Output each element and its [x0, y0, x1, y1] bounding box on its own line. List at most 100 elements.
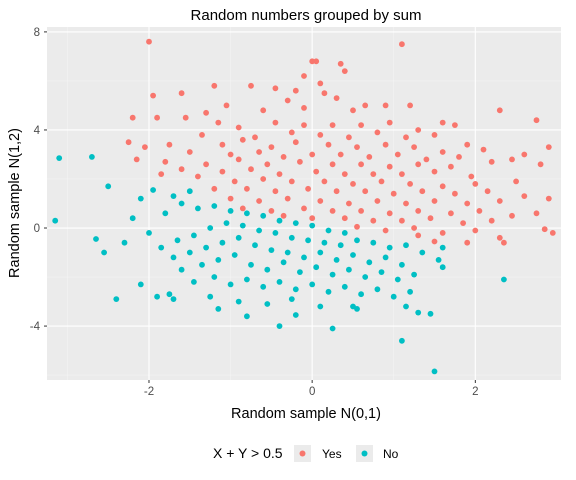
data-point-no [419, 249, 426, 256]
data-point-yes [464, 239, 471, 246]
data-point-yes [317, 80, 324, 87]
data-point-yes [313, 168, 320, 175]
data-point-yes [301, 105, 307, 111]
data-point-yes [439, 149, 446, 155]
data-point-no [207, 225, 214, 231]
data-point-no [211, 203, 218, 209]
data-point-yes [496, 107, 503, 114]
data-point-no [162, 210, 169, 217]
data-point-no [374, 286, 381, 293]
data-point-yes [239, 136, 246, 143]
data-point-yes [464, 200, 471, 207]
data-point-yes [509, 212, 515, 219]
data-point-yes [333, 95, 340, 101]
data-point-yes [541, 226, 548, 233]
data-point-no [170, 254, 177, 261]
data-point-yes [301, 122, 307, 128]
data-point-yes [407, 102, 413, 109]
data-point-no [350, 252, 356, 258]
data-point-no [191, 232, 197, 239]
data-point-no [403, 303, 409, 310]
data-point-yes [272, 85, 279, 92]
data-point-yes [268, 208, 275, 214]
x-tick-label: 2 [472, 386, 478, 398]
data-point-no [439, 264, 446, 271]
data-point-yes [390, 190, 397, 197]
data-point-no [244, 276, 250, 283]
data-point-yes [256, 149, 262, 155]
data-point-yes [370, 171, 377, 178]
data-point-no [309, 222, 316, 229]
y-tick-label: 0 [34, 223, 40, 235]
data-point-no [333, 257, 340, 263]
data-point-yes [545, 144, 552, 151]
data-point-yes [182, 114, 189, 121]
data-point-yes [488, 217, 495, 224]
data-point-yes [358, 161, 364, 168]
data-point-no [288, 234, 295, 241]
data-point-yes [382, 227, 389, 234]
data-point-yes [260, 176, 267, 182]
data-point-yes [248, 166, 254, 173]
data-point-yes [309, 58, 316, 65]
data-point-yes [252, 134, 258, 141]
data-point-yes [195, 173, 201, 180]
data-point-no [129, 215, 136, 222]
data-point-no [203, 244, 210, 251]
data-point-no [366, 259, 373, 266]
data-point-yes [431, 198, 438, 204]
data-point-no [292, 312, 299, 318]
major-gridlines [47, 27, 561, 380]
data-point-no [337, 242, 344, 249]
data-point-yes [301, 73, 307, 79]
minor-gridlines [47, 27, 561, 380]
data-point-yes [456, 154, 462, 160]
data-point-yes [162, 158, 169, 165]
data-point-yes [231, 178, 238, 185]
data-point-no [146, 230, 152, 236]
data-point-yes [329, 161, 336, 168]
data-point-yes [378, 178, 385, 185]
data-point-no [411, 271, 417, 278]
data-point-no [264, 301, 271, 307]
data-point-yes [545, 195, 552, 202]
data-point-no [178, 200, 185, 207]
data-point-no [317, 303, 324, 310]
data-point-no [346, 266, 352, 273]
data-point-yes [301, 205, 307, 212]
data-point-yes [341, 68, 348, 74]
data-point-yes [501, 239, 507, 246]
data-point-no [297, 269, 303, 275]
data-point-no [370, 239, 377, 246]
data-point-yes [374, 129, 381, 136]
data-point-no [378, 269, 385, 275]
data-point-yes [276, 171, 283, 178]
data-point-no [390, 293, 397, 300]
data-point-no [329, 271, 336, 278]
data-point-yes [146, 38, 152, 45]
data-point-yes [235, 156, 242, 163]
data-point-yes [264, 161, 271, 168]
data-point-yes [341, 171, 348, 178]
data-point-yes [133, 156, 140, 163]
data-point-no [215, 306, 222, 312]
data-point-yes [476, 208, 483, 214]
data-point-yes [350, 181, 356, 187]
data-point-no [113, 296, 120, 302]
data-point-yes [480, 146, 487, 153]
legend-marker-yes [299, 450, 306, 457]
y-tick-label: 4 [34, 125, 41, 137]
data-point-no [93, 236, 99, 242]
data-point-no [56, 155, 63, 162]
data-point-no [358, 291, 364, 298]
data-point-no [191, 279, 197, 285]
data-point-no [174, 237, 181, 244]
data-point-yes [382, 102, 389, 109]
data-point-no [137, 281, 144, 288]
data-point-no [325, 227, 332, 234]
data-point-yes [227, 151, 234, 158]
data-point-yes [439, 230, 446, 236]
data-point-no [89, 154, 95, 160]
data-point-yes [386, 163, 393, 170]
data-point-yes [203, 161, 210, 168]
